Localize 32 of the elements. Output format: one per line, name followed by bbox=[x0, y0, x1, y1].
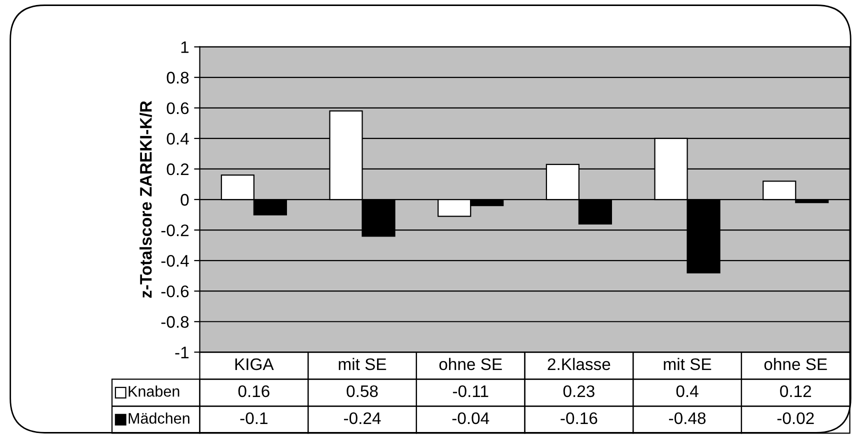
data-label: -0.11 bbox=[452, 385, 488, 398]
data-label: 0.58 bbox=[346, 385, 378, 398]
y-tick-label: -1 bbox=[175, 346, 189, 358]
data-label: 0.4 bbox=[676, 385, 698, 398]
x-tick-label: mit SE bbox=[664, 358, 712, 370]
y-tick-label: 0.8 bbox=[166, 72, 189, 84]
y-tick-label: 0.4 bbox=[166, 132, 189, 145]
legend-label: Knaben bbox=[128, 386, 180, 397]
x-tick-label: 2.Klasse bbox=[548, 358, 610, 370]
data-label: 0.23 bbox=[563, 385, 594, 398]
y-axis-title: z-Totalscore ZAREKI-K/R bbox=[140, 100, 152, 298]
data-label: -0.1 bbox=[240, 412, 268, 424]
data-label: -0.16 bbox=[560, 412, 598, 424]
y-tick-label: -0.6 bbox=[161, 285, 189, 298]
y-tick-label: -0.4 bbox=[161, 254, 189, 267]
x-tick-label: ohne SE bbox=[764, 358, 827, 370]
x-tick-label: KIGA bbox=[235, 358, 274, 370]
y-tick-label: 0 bbox=[180, 194, 189, 206]
y-tick-label: 0.6 bbox=[166, 102, 189, 114]
y-tick-label: -0.2 bbox=[161, 224, 188, 236]
data-label: -0.02 bbox=[777, 412, 814, 424]
y-tick-label: 0.2 bbox=[166, 163, 188, 176]
data-label: -0.48 bbox=[669, 412, 706, 424]
y-tick-label: 1 bbox=[181, 41, 189, 53]
data-label: -0.04 bbox=[452, 412, 490, 424]
data-label: 0.16 bbox=[238, 385, 270, 398]
data-label: -0.24 bbox=[344, 412, 381, 424]
y-tick-label: -0.8 bbox=[161, 316, 189, 328]
legend-label: Mädchen bbox=[128, 412, 190, 424]
x-tick-label: mit SE bbox=[338, 358, 386, 370]
data-label: 0.12 bbox=[780, 385, 812, 398]
x-tick-label: ohne SE bbox=[439, 358, 502, 370]
